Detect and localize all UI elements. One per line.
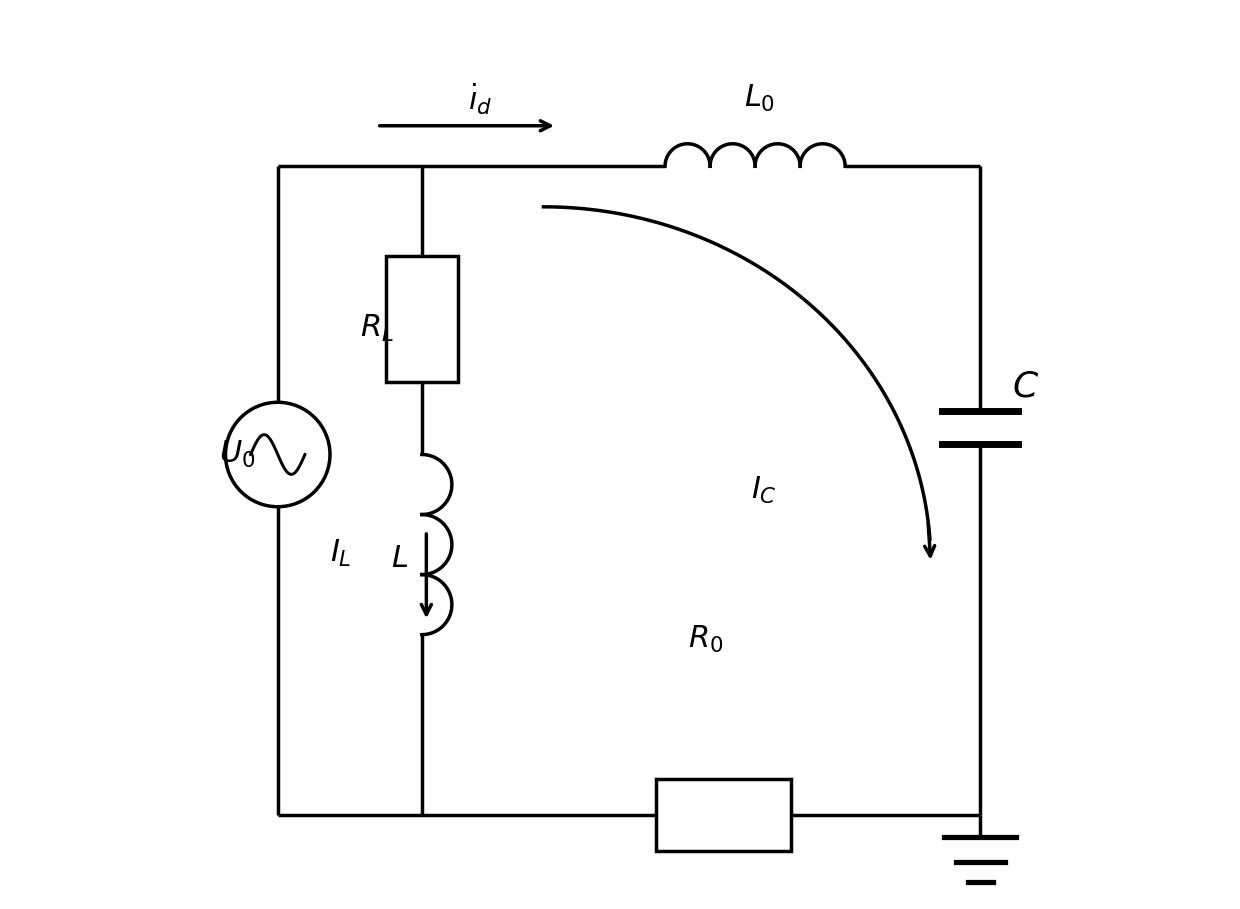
Text: $R_0$: $R_0$ <box>688 624 723 654</box>
FancyBboxPatch shape <box>386 256 458 383</box>
Text: $L_0$: $L_0$ <box>744 84 775 115</box>
FancyBboxPatch shape <box>656 779 791 851</box>
Text: $\dot{\imath}_d$: $\dot{\imath}_d$ <box>469 81 492 116</box>
Text: $I_C$: $I_C$ <box>751 475 777 506</box>
Text: $U_0$: $U_0$ <box>219 439 255 470</box>
Text: $R_L$: $R_L$ <box>360 313 394 344</box>
Text: $I_L$: $I_L$ <box>330 538 352 569</box>
Text: $C$: $C$ <box>1012 370 1039 404</box>
Text: $L$: $L$ <box>391 543 408 574</box>
